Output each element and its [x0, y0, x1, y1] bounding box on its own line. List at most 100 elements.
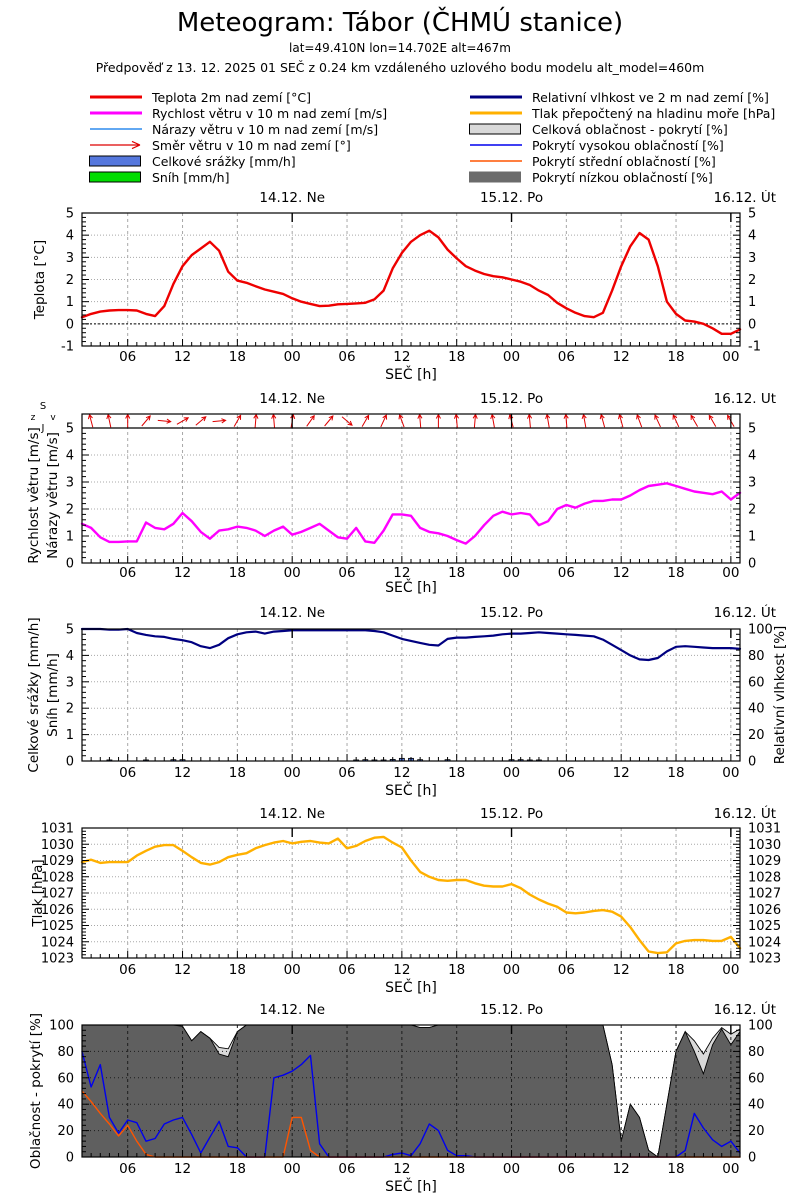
svg-text:5: 5: [748, 422, 756, 437]
svg-text:SEČ [h]: SEČ [h]: [385, 1177, 437, 1195]
svg-text:1030: 1030: [41, 838, 74, 853]
svg-text:Rychlost větru [m/s]: Rychlost větru [m/s]: [26, 427, 42, 564]
legend-label: Relativní vlhkost ve 2 m nad zemí [%]: [532, 89, 769, 105]
temperature-chart: -1 -10 01 12 23 34 45 506 12 18 00 06 12 18 00 06 12 18 00…: [32, 190, 776, 383]
svg-text:18: 18: [667, 1161, 684, 1177]
svg-text:80: 80: [57, 1045, 74, 1060]
svg-text:00: 00: [722, 962, 739, 978]
svg-text:00: 00: [503, 349, 520, 365]
svg-text:00: 00: [503, 565, 520, 581]
svg-text:3: 3: [66, 675, 74, 690]
svg-text:15.12. Po: 15.12. Po: [480, 806, 543, 822]
svg-text:60: 60: [748, 675, 765, 690]
snow-swatch: [89, 171, 141, 183]
temperature-2m-swatch: [90, 95, 142, 99]
svg-text:06: 06: [119, 1161, 136, 1177]
middle-cloud-cover-swatch: [470, 160, 522, 162]
svg-text:14.12. Ne: 14.12. Ne: [259, 605, 325, 621]
svg-text:0: 0: [66, 557, 74, 572]
legend-item-wind-speed: Rychlost větru v 10 m nad zemí [m/s]: [88, 105, 387, 121]
svg-text:06: 06: [338, 349, 355, 365]
svg-text:2: 2: [66, 273, 74, 288]
svg-text:20: 20: [57, 1124, 74, 1139]
legend-label: Celková oblačnost - pokrytí [%]: [532, 121, 728, 137]
svg-text:1027: 1027: [748, 887, 781, 902]
svg-text:18: 18: [448, 349, 465, 365]
svg-text:80: 80: [748, 1045, 765, 1060]
svg-text:40: 40: [748, 1098, 765, 1113]
legend-right-column: Relativní vlhkost ve 2 m nad zemí [%] Tla…: [468, 89, 775, 185]
svg-text:12: 12: [613, 1161, 630, 1177]
svg-text:1025: 1025: [748, 919, 781, 934]
svg-text:3: 3: [66, 251, 74, 266]
svg-text:1025: 1025: [41, 919, 74, 934]
svg-text:16.12. Út: 16.12. Út: [714, 392, 776, 407]
legend-item-middle-cloud-cover: Pokrytí střední oblačností [%]: [468, 153, 775, 169]
legend-label: Pokrytí nízkou oblačností [%]: [532, 169, 713, 185]
svg-text:5: 5: [66, 207, 74, 222]
svg-text:0: 0: [748, 1151, 756, 1166]
svg-text:12: 12: [613, 565, 630, 581]
svg-text:06: 06: [558, 349, 575, 365]
svg-text:1030: 1030: [748, 838, 781, 853]
svg-text:40: 40: [748, 702, 765, 717]
svg-text:00: 00: [284, 962, 301, 978]
svg-text:0: 0: [66, 755, 74, 770]
svg-text:06: 06: [338, 765, 355, 781]
svg-text:18: 18: [667, 349, 684, 365]
svg-text:18: 18: [448, 565, 465, 581]
svg-text:1024: 1024: [748, 935, 781, 950]
svg-text:18: 18: [229, 765, 246, 781]
svg-text:12: 12: [393, 962, 410, 978]
svg-text:S: S: [40, 401, 46, 412]
svg-text:16.12. Út: 16.12. Út: [714, 804, 776, 822]
svg-text:06: 06: [119, 565, 136, 581]
legend-item-wind-direction: Směr větru v 10 m nad zemí [°]: [88, 137, 387, 153]
svg-text:2: 2: [748, 503, 756, 518]
svg-text:06: 06: [558, 962, 575, 978]
legend-label: Směr větru v 10 m nad zemí [°]: [152, 137, 351, 153]
svg-text:0: 0: [748, 557, 756, 572]
svg-text:1031: 1031: [748, 822, 781, 837]
legend-item-snow: Sníh [mm/h]: [88, 169, 387, 185]
legend-label: Tlak přepočtený na hladinu moře [hPa]: [532, 105, 776, 121]
svg-text:1029: 1029: [41, 854, 74, 869]
svg-text:J: J: [41, 423, 45, 434]
svg-text:SEČ [h]: SEČ [h]: [385, 978, 437, 996]
svg-text:12: 12: [393, 349, 410, 365]
svg-text:12: 12: [613, 962, 630, 978]
svg-text:18: 18: [448, 1161, 465, 1177]
subtitle-location: lat=49.410N lon=14.702E alt=467m: [289, 41, 511, 55]
svg-text:06: 06: [119, 962, 136, 978]
svg-text:06: 06: [119, 765, 136, 781]
svg-text:18: 18: [667, 765, 684, 781]
svg-text:-1: -1: [61, 340, 74, 355]
svg-text:12: 12: [174, 765, 191, 781]
wind-direction-swatch: [90, 140, 141, 150]
svg-text:15.12. Po: 15.12. Po: [480, 190, 543, 206]
svg-text:1: 1: [748, 295, 756, 310]
svg-text:00: 00: [284, 765, 301, 781]
svg-text:12: 12: [393, 765, 410, 781]
svg-text:00: 00: [284, 349, 301, 365]
svg-text:SEČ [h]: SEČ [h]: [385, 781, 437, 799]
svg-text:06: 06: [338, 1161, 355, 1177]
svg-text:-1: -1: [748, 340, 761, 355]
svg-text:20: 20: [748, 1124, 765, 1139]
svg-text:12: 12: [613, 349, 630, 365]
svg-text:v: v: [50, 413, 56, 423]
svg-text:1: 1: [66, 295, 74, 310]
legend-item-wind-gusts: Nárazy větru v 10 m nad zemí [m/s]: [88, 121, 387, 137]
svg-text:14.12. Ne: 14.12. Ne: [259, 806, 325, 822]
svg-text:4: 4: [66, 449, 74, 464]
svg-text:1: 1: [748, 530, 756, 545]
svg-text:00: 00: [503, 1161, 520, 1177]
svg-text:1023: 1023: [41, 952, 74, 967]
svg-text:18: 18: [667, 962, 684, 978]
legend-item-sea-level-pressure: Tlak přepočtený na hladinu moře [hPa]: [468, 105, 775, 121]
svg-text:Nárazy větru [m/s]: Nárazy větru [m/s]: [45, 432, 61, 559]
svg-text:00: 00: [503, 962, 520, 978]
svg-text:12: 12: [393, 565, 410, 581]
